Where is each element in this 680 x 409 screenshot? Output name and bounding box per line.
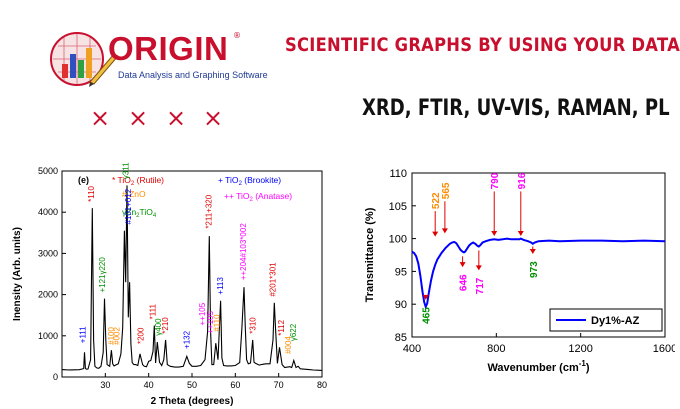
peak-annotation: 522: [431, 192, 442, 209]
ftir-series-line: [411, 237, 666, 310]
peak-annotation: ++105: [198, 302, 207, 325]
peak-annotation: *210: [161, 317, 170, 334]
peak-annotation: γ400: [154, 318, 163, 336]
y-tick-label: 4000: [38, 207, 58, 217]
peak-annotation: 973: [529, 261, 540, 278]
arrow-head: [529, 248, 536, 254]
ftir-chart: 85 90 95 100 105 110 400 800 1200 1600 Wavenumber …: [364, 168, 675, 374]
peak-annotation: *200: [136, 327, 145, 344]
peak-annotation: γ311: [121, 162, 130, 179]
peak-annotation: *211+320: [205, 194, 214, 228]
y-tick-label: 95: [395, 266, 407, 278]
peak-annotation: +113: [216, 277, 225, 295]
x-tick-label: 80: [317, 380, 327, 390]
xrd-series-line: [61, 185, 323, 371]
legend-entry: * TiO2 (Rutile): [112, 175, 164, 187]
x-tick-label: 40: [144, 380, 154, 390]
peak-annotation: 565: [441, 182, 452, 199]
x-tick-label: 800: [487, 343, 505, 355]
peak-annotation: +132: [182, 330, 191, 349]
arrow-head: [517, 230, 524, 236]
arrow-head: [475, 265, 482, 271]
y-tick-label: 90: [395, 299, 407, 311]
y-tick-label: 100: [389, 234, 407, 246]
arrow-head: [491, 230, 498, 236]
y-tick-label: 1000: [38, 331, 58, 341]
peak-annotation: 916: [517, 172, 528, 189]
registered-mark: ®: [233, 31, 241, 40]
peak-annotation: *112: [277, 319, 286, 335]
peak-annotation: *310: [249, 317, 258, 334]
globe-icon: [50, 32, 104, 86]
origin-logo: [48, 30, 278, 90]
peak-annotation: #002: [113, 327, 122, 345]
peak-annotation: 717: [475, 277, 486, 294]
logo-wordmark: ORIGIN: [108, 30, 229, 67]
legend-entry: # ZnO: [122, 189, 146, 199]
cross-mark: ×: [203, 104, 224, 132]
y-tick-label: 5000: [38, 166, 58, 176]
logo-tagline: Data Analysis and Graphing Software: [118, 70, 268, 80]
peak-annotation: #100: [107, 327, 116, 345]
panel-label: (e): [78, 175, 89, 185]
peak-annotation: 790: [490, 172, 501, 189]
legend-label: Dy1%-AZ: [591, 315, 640, 327]
y-tick-label: 110: [389, 168, 407, 180]
x-tick-label: 30: [100, 380, 110, 390]
peak-annotation: +121γ220: [98, 257, 107, 293]
x-tick-label: 1600: [653, 343, 675, 355]
arrow-head: [459, 262, 466, 268]
y-axis-label: Transmittance (%): [364, 207, 376, 302]
peak-annotation: #201*301: [269, 262, 278, 297]
peak-annotation: ++204#103*002: [239, 223, 248, 281]
peak-annotation: 646: [459, 274, 470, 291]
peak-annotation: *110: [87, 185, 96, 201]
x-tick-label: 50: [187, 380, 197, 390]
peak-annotation: *111: [149, 303, 158, 319]
subheadline: XRD, FTIR, UV-VIS, RAMAN, PL: [362, 96, 670, 121]
plot-frame: [411, 172, 666, 338]
y-tick-label: 2000: [38, 290, 58, 300]
headline: SCIENTIFIC GRAPHS BY USING YOUR DATA: [285, 34, 680, 56]
peak-annotation: ++105: [206, 310, 215, 333]
x-axis-label: 2 Theta (degrees): [151, 396, 234, 407]
legend-entry: + TiO2 (Brookite): [218, 175, 281, 187]
y-tick-label: 3000: [38, 248, 58, 258]
arrow-head: [432, 231, 439, 237]
peak-annotation: +111: [78, 326, 87, 343]
cross-mark: ×: [166, 104, 187, 132]
xrd-chart: 0 1000 2000 3000 4000 5000 30 40 50 60 70 80 2 Theta…: [12, 162, 327, 407]
x-tick-label: 1200: [568, 343, 592, 355]
peak-annotation: 465: [422, 307, 433, 324]
y-tick-label: 85: [395, 332, 407, 344]
x-axis-label: Wavenumber (cm-1): [487, 359, 589, 374]
legend-box: [549, 308, 663, 332]
cross-mark: ×: [128, 104, 149, 132]
legend-entry: ++ TiO2 (Anatase): [224, 191, 292, 203]
peak-annotation: #110: [213, 314, 222, 332]
peak-annotation: #004: [284, 336, 293, 354]
peak-annotation: #101+012: [124, 188, 133, 224]
legend-entry: γZn2TiO4: [122, 207, 157, 219]
x-tick-label: 60: [230, 380, 240, 390]
arrow-head: [441, 228, 448, 234]
arrow-head: [422, 294, 429, 300]
y-axis-label: Inensity (Arb. units): [12, 227, 23, 321]
y-tick-label: 105: [389, 201, 407, 213]
cross-mark: ×: [90, 104, 111, 132]
x-tick-label: 400: [403, 343, 421, 355]
x-tick-label: 70: [274, 380, 284, 390]
peak-annotation: γ622: [289, 323, 298, 341]
y-tick-label: 0: [53, 372, 58, 382]
pencil-icon: [89, 53, 119, 87]
